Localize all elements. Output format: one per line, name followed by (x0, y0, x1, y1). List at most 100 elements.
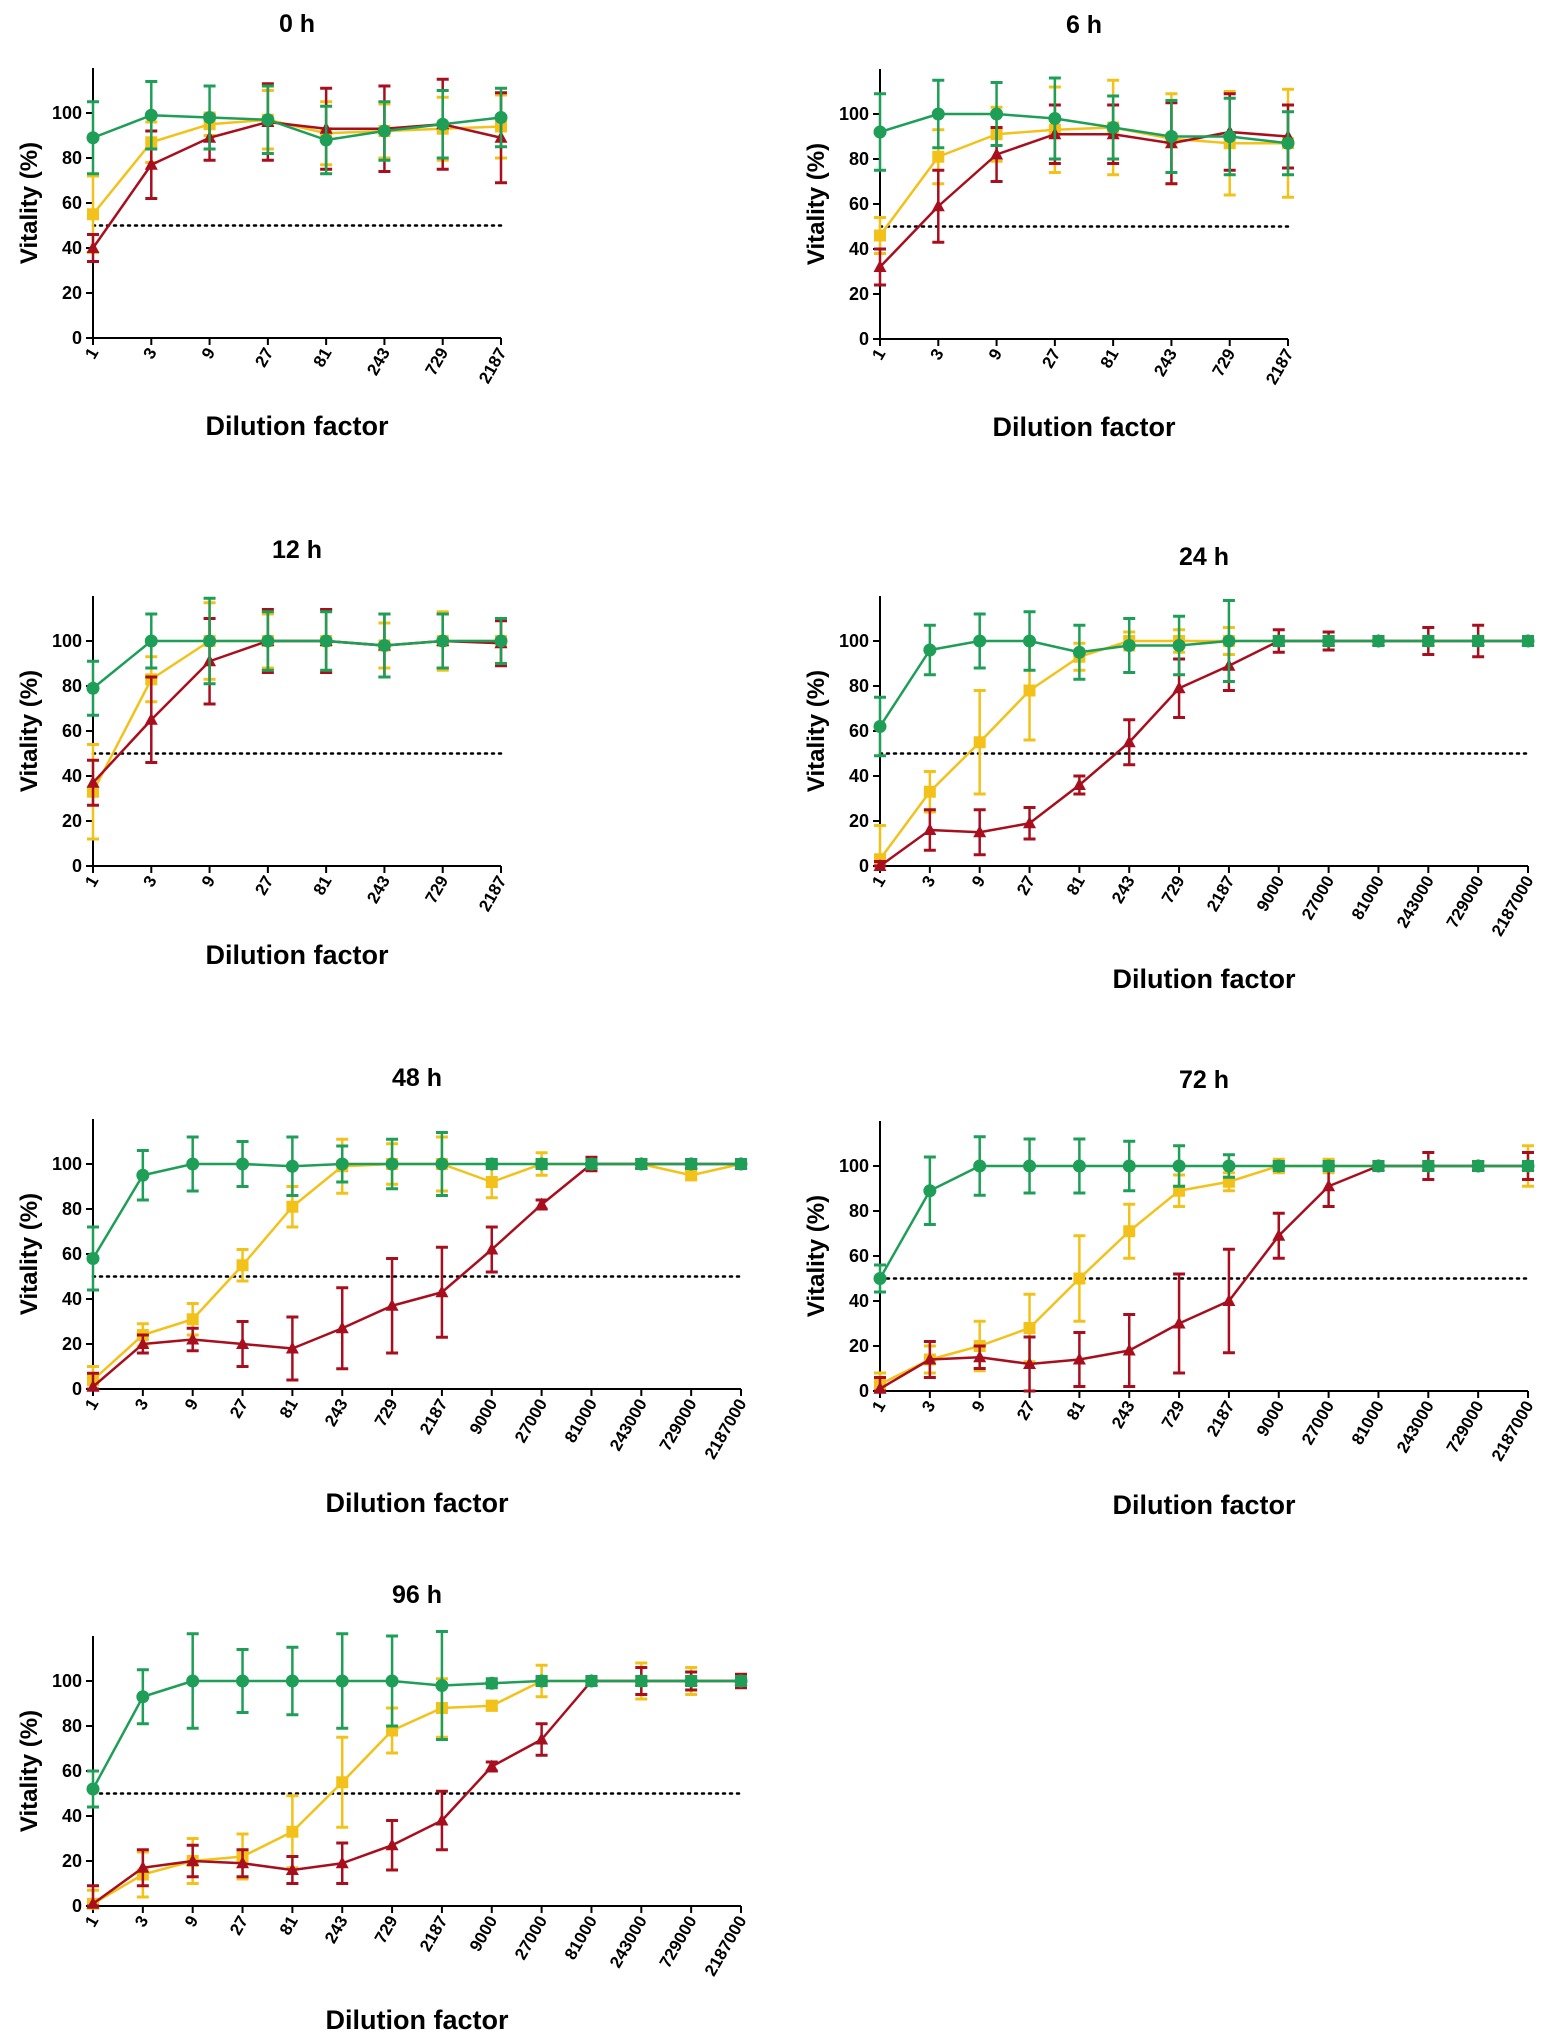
x-tick-label: 729 (422, 873, 453, 907)
x-tick-label: 729 (1158, 873, 1189, 907)
x-tick-label: 1 (868, 1398, 889, 1416)
x-tick-label: 243 (1108, 873, 1139, 907)
data-point (144, 712, 158, 725)
data-point (923, 785, 936, 798)
data-point (1471, 1159, 1485, 1173)
series-line (91, 1679, 741, 1790)
data-point (186, 1674, 200, 1688)
x-tick-label: 27000 (1298, 873, 1338, 923)
data-point (87, 208, 99, 221)
series-green (873, 1135, 1535, 1294)
x-tick-label: 729 (371, 1913, 402, 1947)
chart-title: 72 h (1179, 1066, 1229, 1094)
chart-panel: 24 h 0 20 40 60 80 100 1 3 9 27 81 243 729 2187 9000 270… (803, 543, 1537, 994)
data-point (261, 634, 275, 648)
x-tick-label: 243 (321, 1913, 352, 1947)
y-tick-label: 100 (839, 631, 869, 651)
data-point (1172, 639, 1186, 652)
data-point (385, 1157, 399, 1171)
x-tick-label: 81 (310, 345, 336, 371)
series-green (873, 76, 1295, 177)
data-point (285, 1674, 299, 1688)
data-point (1072, 1352, 1086, 1365)
data-point (1023, 1322, 1036, 1334)
x-axis-label: Dilution factor (1113, 964, 1296, 994)
data-point (923, 1184, 937, 1198)
chart-panel: 48 h 0 20 40 60 80 100 1 3 9 27 81 243 729 2187 9000 270… (16, 1064, 750, 1518)
series-line (879, 112, 1289, 145)
series-line (878, 1164, 1528, 1280)
x-tick-label: 243000 (606, 1396, 651, 1455)
x-tick-label: 81000 (1348, 1398, 1388, 1448)
data-point (136, 1860, 150, 1873)
y-tick-label: 20 (849, 1336, 869, 1356)
data-point (385, 1298, 399, 1311)
data-point (203, 111, 217, 124)
data-point (734, 1674, 748, 1688)
data-point (136, 1168, 150, 1182)
data-point (285, 1159, 299, 1173)
chart-title: 6 h (1066, 11, 1102, 39)
data-point (436, 634, 450, 648)
chart-panel: 72 h 0 20 40 60 80 100 1 3 9 27 81 243 729 2187 9000 270… (803, 1066, 1537, 1520)
y-tick-label: 20 (62, 1851, 82, 1871)
x-tick-label: 81000 (561, 1913, 601, 1963)
x-tick-label: 243 (321, 1396, 352, 1430)
x-tick-label: 27 (226, 1396, 252, 1422)
y-axis-label: Vitality (%) (16, 1193, 43, 1315)
x-tick-label: 243 (363, 873, 394, 907)
data-point (973, 736, 986, 749)
y-tick-label: 60 (849, 194, 869, 214)
data-point (1023, 1357, 1037, 1369)
series-red (86, 1155, 748, 1392)
data-point (1322, 1179, 1336, 1192)
data-point (1272, 1159, 1286, 1173)
chart-title: 12 h (272, 536, 322, 564)
series-line (91, 1162, 741, 1260)
data-point (535, 1157, 549, 1171)
x-tick-label: 2187 (416, 1913, 451, 1955)
data-point (186, 1157, 200, 1171)
x-tick-label: 729 (1158, 1398, 1189, 1432)
x-tick-label: 27000 (511, 1396, 551, 1446)
data-point (435, 1679, 449, 1692)
series-line (878, 126, 1288, 237)
data-point (144, 108, 158, 122)
data-point (873, 125, 887, 139)
data-point (1023, 634, 1037, 648)
series-yellow (87, 1661, 747, 1910)
x-tick-label: 9 (181, 1396, 202, 1414)
data-point (1072, 645, 1086, 659)
series-yellow (874, 626, 1534, 868)
data-point (485, 1676, 499, 1690)
chart-panel: 0 h 0 20 40 60 80 100 1 3 9 27 81 243 729 2187 Dilution… (16, 10, 510, 441)
data-point (86, 241, 100, 253)
data-point (335, 1321, 349, 1334)
data-point (1322, 1159, 1336, 1173)
x-tick-label: 243 (363, 345, 394, 379)
data-point (285, 1341, 299, 1354)
chart-title: 96 h (392, 1581, 442, 1609)
data-point (236, 1856, 250, 1869)
x-tick-label: 27000 (1298, 1398, 1338, 1448)
x-axis-label: Dilution factor (206, 940, 389, 970)
y-tick-label: 100 (839, 104, 869, 124)
x-tick-label: 243 (1150, 346, 1181, 380)
y-tick-label: 0 (859, 1381, 869, 1401)
data-point (236, 1259, 249, 1272)
data-point (1023, 816, 1037, 829)
data-point (1272, 634, 1286, 648)
data-point (236, 1157, 250, 1171)
series-line (879, 130, 1289, 268)
y-tick-label: 40 (849, 1291, 869, 1311)
y-tick-label: 0 (72, 856, 82, 876)
data-point (377, 124, 391, 138)
chart-title: 0 h (279, 10, 315, 38)
y-tick-label: 80 (62, 148, 82, 168)
data-point (1222, 1159, 1236, 1173)
series-line (92, 114, 502, 142)
x-tick-label: 3 (918, 1398, 939, 1416)
data-point (236, 1674, 250, 1688)
data-point (1272, 1228, 1286, 1241)
